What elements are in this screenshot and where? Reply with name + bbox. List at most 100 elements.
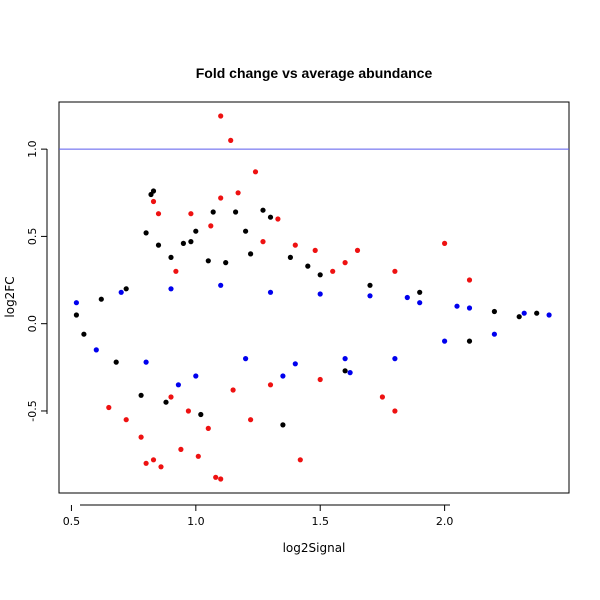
data-point [491, 308, 497, 315]
data-point [123, 286, 129, 292]
data-point [317, 291, 323, 297]
data-point [442, 240, 448, 246]
data-point [342, 368, 348, 374]
data-point [233, 209, 239, 215]
data-point [205, 258, 211, 264]
data-point [392, 268, 398, 274]
data-point [73, 300, 79, 306]
data-point [367, 282, 373, 288]
data-point [158, 464, 164, 470]
y-tick-label: 0.5 [26, 228, 39, 246]
data-point [317, 272, 323, 278]
data-point [280, 373, 286, 379]
data-point [81, 331, 87, 337]
data-point [150, 198, 157, 205]
data-point [491, 331, 497, 337]
data-point [138, 392, 144, 398]
data-point [230, 387, 236, 393]
data-point [342, 356, 348, 362]
data-point [267, 382, 274, 388]
data-point [404, 294, 410, 301]
data-point [180, 240, 186, 246]
data-point [150, 188, 157, 194]
y-tick-label: -0.5 [26, 400, 39, 421]
data-point [185, 408, 191, 414]
data-point [312, 247, 318, 253]
data-point [188, 211, 194, 217]
data-point [188, 239, 194, 245]
data-point [260, 239, 266, 245]
data-point [210, 209, 216, 215]
data-point [367, 293, 373, 299]
data-point [218, 476, 224, 482]
data-point [195, 453, 201, 459]
data-point [218, 195, 224, 201]
data-point [534, 310, 540, 316]
data-point [466, 305, 473, 311]
data-point [205, 425, 211, 431]
data-point [155, 211, 162, 217]
data-point [193, 373, 199, 379]
y-axis-ticks: -0.5 0.0 0.5 1.0 [26, 140, 47, 422]
data-point [466, 277, 473, 283]
data-points [73, 113, 552, 482]
data-point [106, 404, 112, 411]
data-point [155, 242, 162, 248]
data-point [228, 137, 234, 143]
data-point [198, 411, 204, 418]
data-point [292, 242, 298, 248]
data-point [163, 399, 169, 405]
data-point [168, 286, 174, 292]
data-point [267, 214, 274, 220]
x-tick-label: 2.0 [436, 515, 454, 528]
data-point [392, 356, 398, 362]
data-point [98, 296, 104, 302]
data-point [193, 228, 199, 234]
data-point [223, 260, 229, 266]
data-point [138, 434, 144, 440]
data-point [252, 169, 259, 175]
data-point [178, 446, 184, 452]
y-tick-label: 0.0 [26, 315, 39, 333]
data-point [235, 190, 241, 196]
data-point [317, 376, 323, 383]
data-point [143, 460, 149, 466]
data-point [292, 361, 298, 367]
data-point [248, 417, 254, 423]
x-axis-ticks: 0.5 1.0 1.5 2.0 [63, 505, 454, 528]
data-point [305, 263, 311, 269]
x-axis-label: log2Signal [283, 541, 346, 555]
data-point [347, 370, 353, 376]
chart-title: Fold change vs average abundance [196, 65, 433, 81]
data-point [260, 207, 266, 213]
data-point [175, 382, 181, 388]
data-point [143, 230, 149, 236]
data-point [150, 457, 157, 463]
data-point [243, 228, 249, 234]
data-point [123, 417, 129, 423]
data-point [392, 408, 398, 414]
x-tick-label: 1.0 [187, 515, 205, 528]
data-point [287, 254, 293, 260]
data-point [280, 422, 286, 428]
data-point [516, 314, 522, 320]
data-point [521, 310, 527, 316]
data-point [168, 394, 174, 400]
x-tick-label: 0.5 [63, 515, 81, 528]
data-point [73, 312, 79, 318]
data-point [330, 268, 336, 274]
data-point [546, 312, 552, 318]
data-point [417, 289, 423, 295]
plot-frame [58, 101, 570, 494]
data-point [297, 457, 303, 463]
data-point [454, 303, 460, 309]
data-point [267, 289, 274, 295]
data-point [218, 113, 224, 119]
data-point [379, 394, 385, 400]
data-point [143, 359, 149, 365]
data-point [442, 338, 448, 344]
data-point [213, 474, 219, 480]
data-point [342, 260, 348, 266]
y-axis-label: log2FC [3, 276, 17, 317]
data-point [93, 347, 99, 353]
